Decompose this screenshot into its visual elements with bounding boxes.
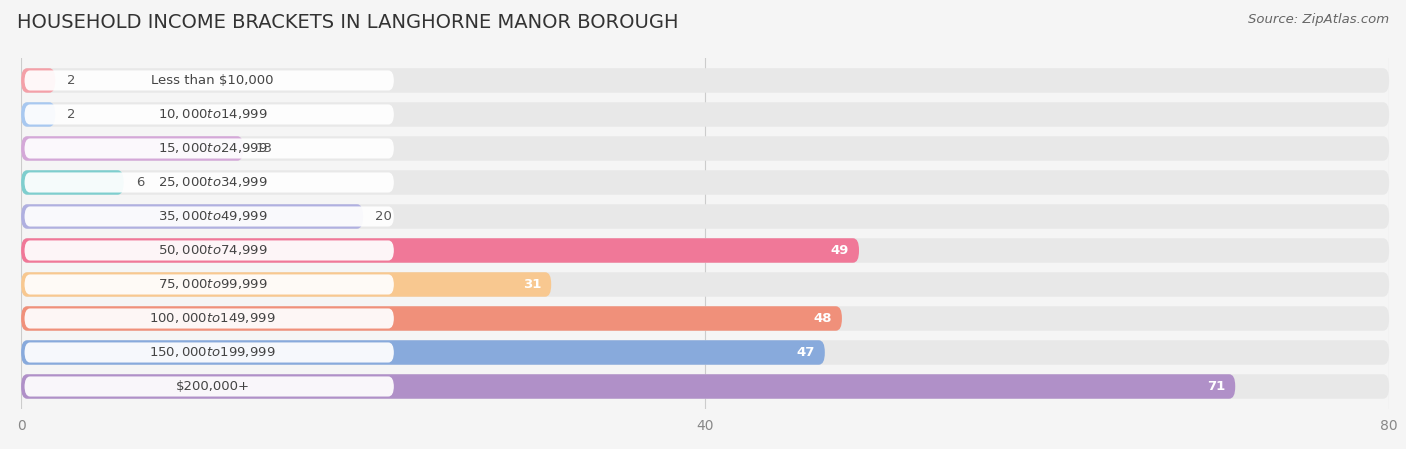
Text: 6: 6 xyxy=(135,176,143,189)
Text: 13: 13 xyxy=(256,142,273,155)
FancyBboxPatch shape xyxy=(21,306,1389,331)
FancyBboxPatch shape xyxy=(21,68,1389,92)
FancyBboxPatch shape xyxy=(24,105,394,124)
Text: 31: 31 xyxy=(523,278,541,291)
FancyBboxPatch shape xyxy=(24,376,394,396)
FancyBboxPatch shape xyxy=(21,238,859,263)
FancyBboxPatch shape xyxy=(21,340,825,365)
FancyBboxPatch shape xyxy=(21,170,1389,195)
FancyBboxPatch shape xyxy=(21,306,842,331)
Text: $25,000 to $34,999: $25,000 to $34,999 xyxy=(157,176,267,189)
FancyBboxPatch shape xyxy=(21,102,1389,127)
FancyBboxPatch shape xyxy=(21,102,55,127)
FancyBboxPatch shape xyxy=(24,207,394,226)
Text: 48: 48 xyxy=(813,312,832,325)
FancyBboxPatch shape xyxy=(24,172,394,193)
FancyBboxPatch shape xyxy=(21,136,243,161)
FancyBboxPatch shape xyxy=(21,136,1389,161)
FancyBboxPatch shape xyxy=(24,274,394,295)
FancyBboxPatch shape xyxy=(21,68,55,92)
FancyBboxPatch shape xyxy=(21,272,551,297)
Text: $75,000 to $99,999: $75,000 to $99,999 xyxy=(157,277,267,291)
Text: 20: 20 xyxy=(375,210,392,223)
FancyBboxPatch shape xyxy=(21,204,1389,229)
Text: 49: 49 xyxy=(831,244,849,257)
FancyBboxPatch shape xyxy=(24,138,394,158)
Text: $50,000 to $74,999: $50,000 to $74,999 xyxy=(157,243,267,257)
FancyBboxPatch shape xyxy=(24,308,394,329)
Text: $35,000 to $49,999: $35,000 to $49,999 xyxy=(157,210,267,224)
Text: 2: 2 xyxy=(67,108,76,121)
Text: $150,000 to $199,999: $150,000 to $199,999 xyxy=(149,345,276,360)
Text: $100,000 to $149,999: $100,000 to $149,999 xyxy=(149,312,276,326)
FancyBboxPatch shape xyxy=(21,340,1389,365)
Text: 71: 71 xyxy=(1206,380,1225,393)
Text: Less than $10,000: Less than $10,000 xyxy=(152,74,274,87)
FancyBboxPatch shape xyxy=(21,272,1389,297)
Text: 47: 47 xyxy=(796,346,814,359)
FancyBboxPatch shape xyxy=(21,238,1389,263)
Text: 2: 2 xyxy=(67,74,76,87)
FancyBboxPatch shape xyxy=(21,374,1389,399)
FancyBboxPatch shape xyxy=(21,170,124,195)
Text: $15,000 to $24,999: $15,000 to $24,999 xyxy=(157,141,267,155)
FancyBboxPatch shape xyxy=(24,70,394,91)
FancyBboxPatch shape xyxy=(21,204,363,229)
Text: HOUSEHOLD INCOME BRACKETS IN LANGHORNE MANOR BOROUGH: HOUSEHOLD INCOME BRACKETS IN LANGHORNE M… xyxy=(17,13,678,32)
FancyBboxPatch shape xyxy=(24,241,394,260)
Text: $10,000 to $14,999: $10,000 to $14,999 xyxy=(157,107,267,122)
FancyBboxPatch shape xyxy=(24,343,394,362)
Text: Source: ZipAtlas.com: Source: ZipAtlas.com xyxy=(1249,13,1389,26)
FancyBboxPatch shape xyxy=(21,374,1236,399)
Text: $200,000+: $200,000+ xyxy=(176,380,250,393)
